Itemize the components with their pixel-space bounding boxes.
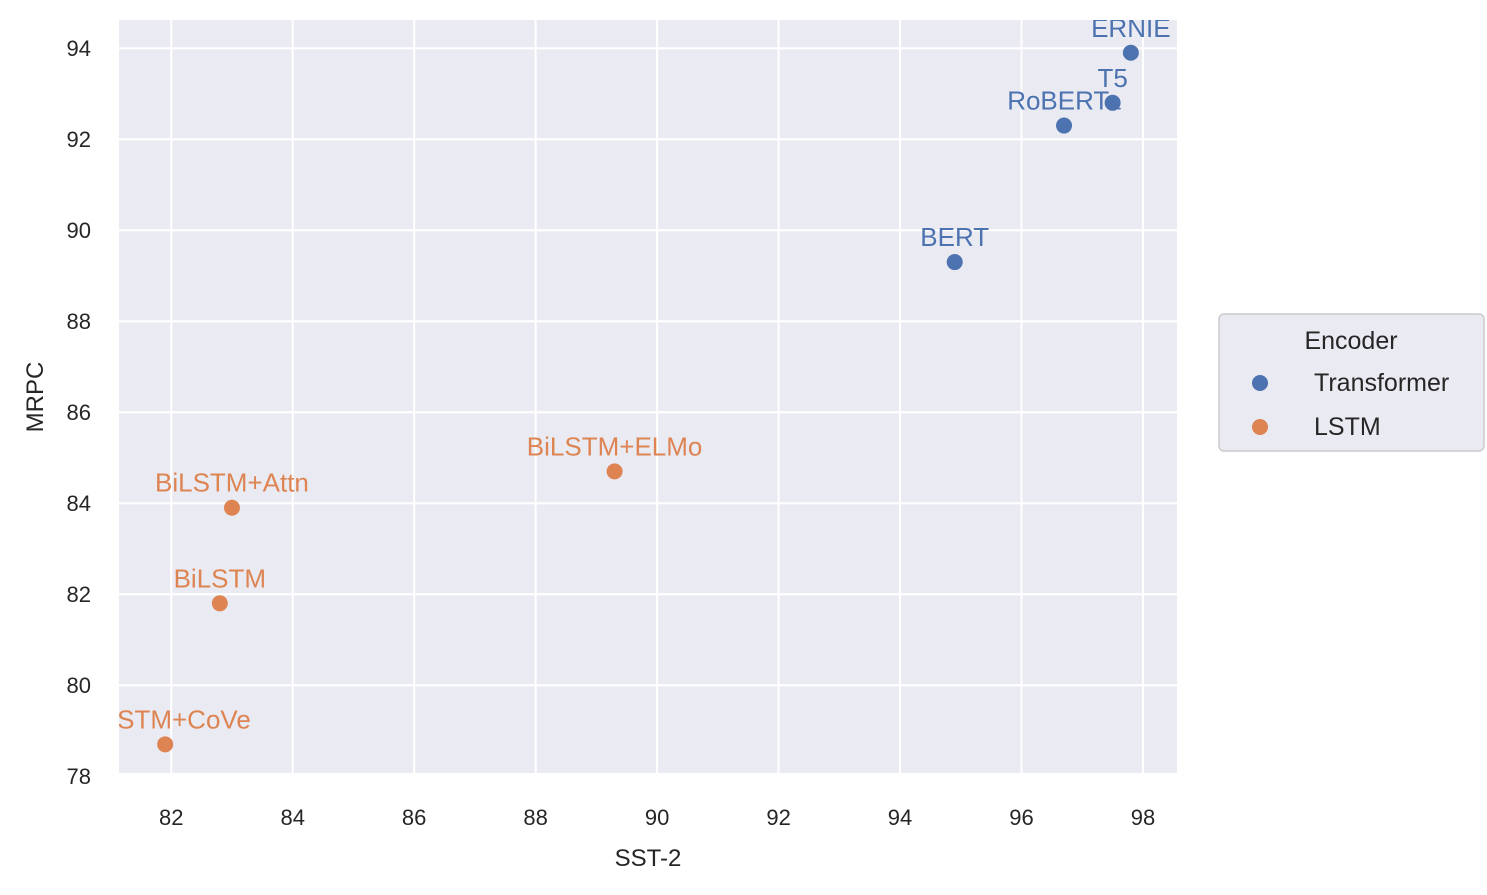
y-tick-label: 86 <box>67 400 91 425</box>
point-label: BiLSTM+CoVe <box>80 704 251 734</box>
x-axis-label: SST-2 <box>615 845 682 872</box>
data-point <box>946 254 963 271</box>
point-label: BiLSTM+ELMo <box>527 431 703 461</box>
x-tick-labels: 82 84 86 88 90 92 94 96 98 <box>159 805 1155 830</box>
legend-title: Encoder <box>1304 327 1397 355</box>
x-tick-label: 84 <box>280 805 304 830</box>
point-label: T5 <box>1097 63 1127 93</box>
y-tick-labels: 78 80 82 84 86 88 90 92 94 <box>67 36 91 789</box>
x-tick-label: 90 <box>645 805 669 830</box>
x-tick-label: 88 <box>523 805 547 830</box>
y-tick-label: 84 <box>67 491 91 516</box>
x-tick-label: 94 <box>888 805 912 830</box>
data-point <box>157 736 174 753</box>
y-tick-label: 82 <box>67 582 91 607</box>
legend: Encoder Transformer LSTM <box>1218 313 1485 452</box>
plot-background <box>119 20 1177 773</box>
y-tick-label: 94 <box>67 36 91 61</box>
data-point <box>1122 44 1139 61</box>
x-tick-label: 98 <box>1131 805 1155 830</box>
data-point <box>223 499 240 516</box>
gridlines <box>119 20 1177 778</box>
y-tick-label: 92 <box>67 127 91 152</box>
x-tick-label: 92 <box>766 805 790 830</box>
point-label: BiLSTM <box>174 563 266 593</box>
data-point <box>1056 117 1073 134</box>
legend-marker-lstm <box>1252 419 1268 435</box>
y-tick-label: 88 <box>67 309 91 334</box>
legend-box <box>1218 313 1485 452</box>
y-tick-label: 80 <box>67 673 91 698</box>
point-label: BERT <box>920 222 989 252</box>
data-point <box>1104 94 1121 111</box>
point-label: RoBERTa <box>1007 86 1121 116</box>
y-tick-label: 78 <box>67 764 91 789</box>
point-label: BiLSTM+Attn <box>155 468 309 498</box>
legend-label-transformer: Transformer <box>1314 369 1449 397</box>
x-tick-label: 96 <box>1009 805 1033 830</box>
legend-marker-transformer <box>1252 375 1268 391</box>
y-axis-label: MRPC <box>22 362 49 433</box>
y-tick-label: 90 <box>67 218 91 243</box>
x-tick-label: 82 <box>159 805 183 830</box>
x-tick-label: 86 <box>402 805 426 830</box>
data-point <box>606 463 623 480</box>
point-label: ERNIE <box>1091 13 1170 43</box>
legend-label-lstm: LSTM <box>1314 413 1381 441</box>
data-point <box>211 595 228 612</box>
